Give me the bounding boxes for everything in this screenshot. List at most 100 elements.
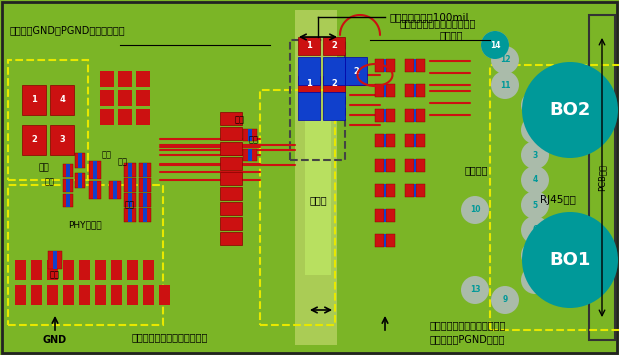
- Text: 1: 1: [532, 100, 538, 109]
- Bar: [298, 57, 320, 85]
- Bar: [375, 59, 384, 71]
- Bar: [139, 163, 151, 177]
- Text: 9: 9: [503, 295, 508, 305]
- Circle shape: [522, 62, 618, 158]
- Bar: [414, 83, 416, 97]
- Bar: [113, 181, 117, 199]
- Bar: [8, 60, 88, 180]
- Bar: [95, 260, 106, 280]
- Text: 2: 2: [353, 66, 359, 76]
- Circle shape: [491, 46, 519, 74]
- Bar: [414, 109, 416, 121]
- Text: 1: 1: [306, 42, 312, 50]
- Text: 4: 4: [59, 95, 65, 104]
- Bar: [118, 90, 132, 106]
- Bar: [416, 59, 425, 71]
- Bar: [384, 158, 386, 171]
- Text: 用于连接GND和PGND的电阻及电容: 用于连接GND和PGND的电阻及电容: [10, 25, 126, 35]
- Bar: [405, 83, 414, 97]
- Text: 电容: 电容: [125, 201, 135, 209]
- Circle shape: [521, 166, 549, 194]
- Bar: [128, 163, 132, 177]
- Text: 电容: 电容: [235, 115, 245, 125]
- Text: 1: 1: [306, 80, 312, 88]
- Bar: [143, 208, 147, 222]
- Bar: [220, 202, 242, 215]
- Text: 电容: 电容: [102, 151, 112, 159]
- Bar: [124, 163, 136, 177]
- Circle shape: [461, 276, 489, 304]
- Bar: [95, 285, 106, 305]
- Bar: [405, 59, 414, 71]
- Text: 共模电阻: 共模电阻: [465, 165, 488, 175]
- Text: 指示灯信号驱动线及其电源线: 指示灯信号驱动线及其电源线: [400, 18, 477, 28]
- Bar: [243, 129, 257, 141]
- Circle shape: [521, 216, 549, 244]
- Text: 10: 10: [470, 206, 480, 214]
- Bar: [89, 161, 101, 179]
- Bar: [323, 76, 345, 92]
- Bar: [323, 57, 345, 85]
- Text: 7: 7: [532, 251, 538, 260]
- Text: PCB边缘: PCB边缘: [597, 164, 607, 191]
- Bar: [100, 90, 114, 106]
- Bar: [384, 83, 386, 97]
- Text: 5: 5: [532, 201, 537, 209]
- Bar: [414, 133, 416, 147]
- Bar: [128, 208, 132, 222]
- Bar: [220, 187, 242, 200]
- Bar: [143, 178, 147, 192]
- Bar: [298, 37, 320, 55]
- Bar: [66, 179, 70, 191]
- Bar: [490, 65, 619, 330]
- Bar: [384, 234, 386, 246]
- Text: 晶振: 晶振: [38, 163, 50, 172]
- Text: 2: 2: [331, 80, 337, 88]
- Text: 电容: 电容: [45, 178, 55, 186]
- Circle shape: [481, 31, 509, 59]
- Bar: [220, 232, 242, 245]
- Text: 电容: 电容: [50, 271, 60, 279]
- Bar: [405, 133, 414, 147]
- Bar: [405, 109, 414, 121]
- Bar: [47, 260, 58, 280]
- Bar: [124, 193, 136, 207]
- Bar: [47, 285, 58, 305]
- Text: 此隔离区域不要走任何信号线: 此隔离区域不要走任何信号线: [132, 332, 208, 342]
- Bar: [375, 133, 384, 147]
- Bar: [220, 157, 242, 170]
- Bar: [75, 153, 85, 168]
- Text: 3: 3: [532, 151, 538, 159]
- Bar: [589, 15, 615, 340]
- Bar: [118, 109, 132, 125]
- Bar: [127, 260, 138, 280]
- Text: 2: 2: [532, 126, 538, 135]
- Bar: [405, 158, 414, 171]
- Bar: [111, 285, 122, 305]
- Bar: [375, 234, 384, 246]
- Text: 电容: 电容: [249, 136, 259, 144]
- Bar: [118, 71, 132, 87]
- Bar: [248, 129, 253, 141]
- Bar: [416, 158, 425, 171]
- Text: 14: 14: [490, 40, 500, 49]
- Bar: [63, 260, 74, 280]
- Bar: [93, 161, 97, 179]
- Bar: [31, 260, 42, 280]
- Bar: [22, 85, 46, 115]
- Text: 11: 11: [500, 81, 510, 89]
- Bar: [15, 260, 26, 280]
- Bar: [75, 173, 85, 187]
- Bar: [323, 37, 345, 55]
- Bar: [79, 260, 90, 280]
- Bar: [220, 172, 242, 185]
- Bar: [139, 178, 151, 192]
- Text: 6: 6: [532, 225, 538, 235]
- Text: 4: 4: [532, 175, 538, 185]
- Bar: [414, 59, 416, 71]
- Bar: [405, 184, 414, 197]
- Bar: [414, 184, 416, 197]
- Bar: [295, 10, 337, 345]
- Bar: [386, 158, 395, 171]
- Bar: [143, 193, 147, 207]
